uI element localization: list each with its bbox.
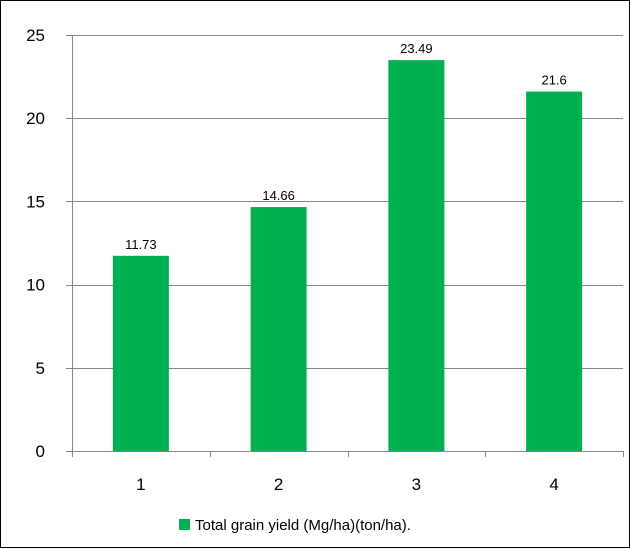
x-tick-label: 4: [549, 475, 558, 494]
data-label-3: 23.49: [400, 41, 433, 56]
bars: [112, 60, 583, 452]
y-tick-label: 20: [26, 109, 45, 128]
legend-label: Total grain yield (Mg/ha)(ton/ha).: [195, 517, 411, 534]
x-tick-label: 2: [274, 475, 283, 494]
data-label-2: 14.66: [262, 188, 295, 203]
y-tick-label: 10: [26, 276, 45, 295]
legend-swatch: [179, 519, 190, 530]
y-tick-label: 15: [26, 192, 45, 211]
x-tick-label: 1: [136, 475, 145, 494]
data-labels: 11.73 14.66 23.49 21.6: [125, 41, 567, 252]
y-tick-label: 25: [26, 26, 45, 45]
axes: 0 5 10 15 20 25 1 2 3 4: [26, 26, 624, 494]
y-tick-label: 0: [36, 442, 45, 461]
x-tick-label: 3: [412, 475, 421, 494]
bar-1: [112, 255, 169, 451]
data-label-1: 11.73: [125, 237, 157, 252]
bar-4: [526, 91, 583, 452]
bar-2: [250, 207, 307, 451]
data-label-4: 21.6: [541, 73, 566, 88]
legend: Total grain yield (Mg/ha)(ton/ha).: [179, 517, 411, 534]
y-tick-label: 5: [36, 359, 45, 378]
bar-3: [388, 60, 445, 451]
